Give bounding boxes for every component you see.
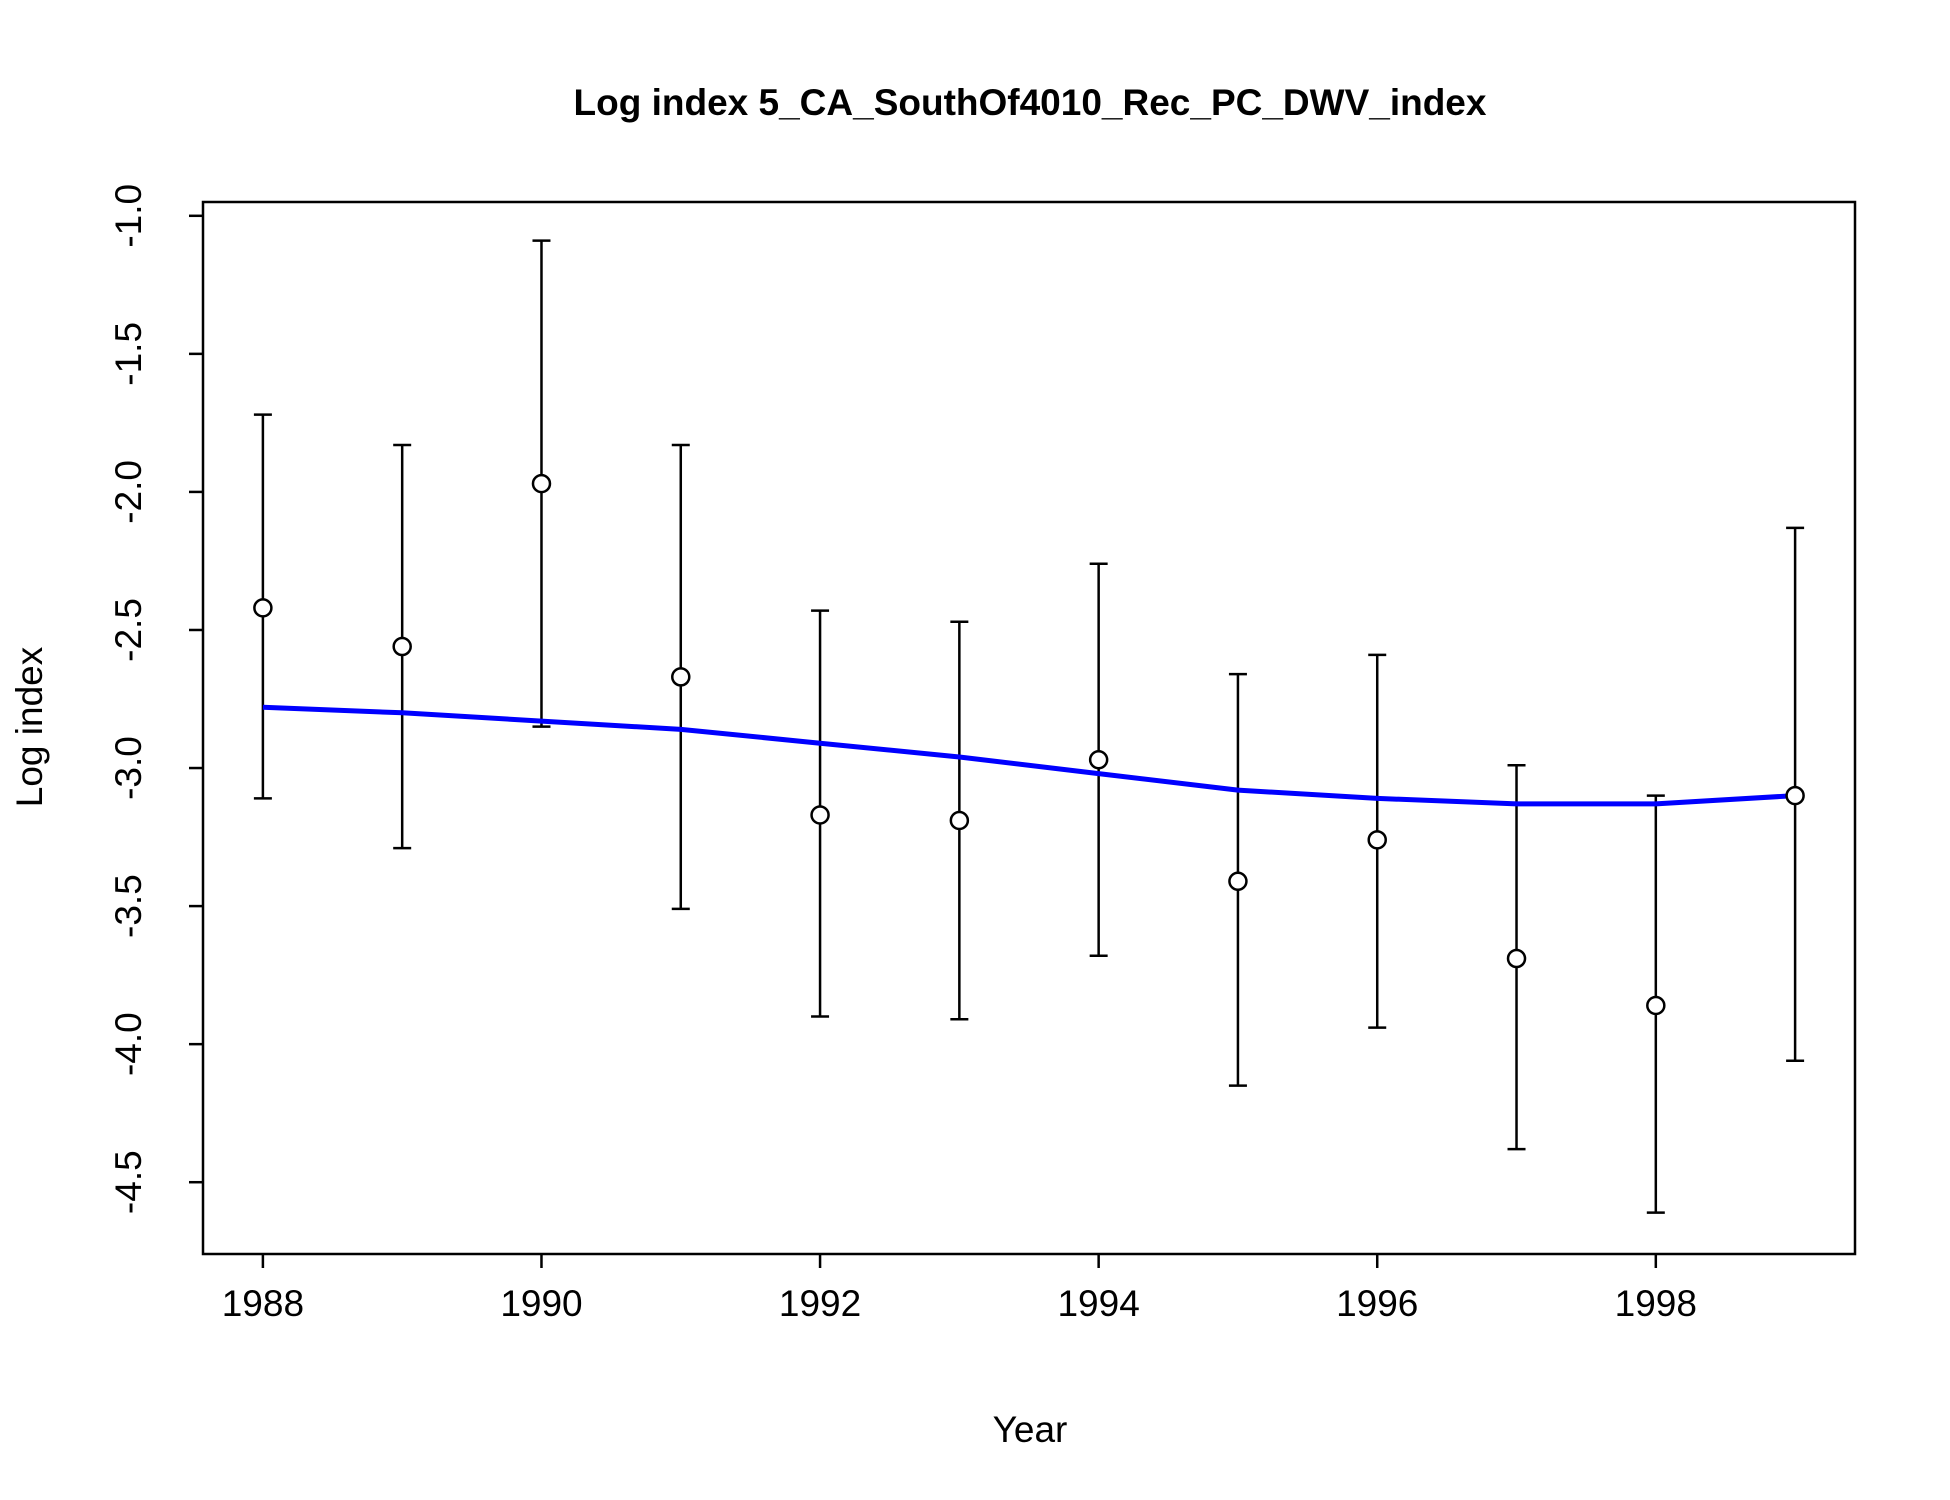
fitted-line bbox=[262, 704, 1796, 807]
observed-point bbox=[1785, 785, 1805, 806]
observed-point bbox=[1506, 948, 1527, 969]
y-tick-label: -4.5 bbox=[108, 1150, 149, 1214]
observed-point bbox=[531, 473, 552, 494]
observed-point bbox=[1367, 830, 1387, 850]
observed-point bbox=[253, 598, 273, 618]
x-tick-label: 1990 bbox=[500, 1283, 582, 1324]
plot-frame bbox=[201, 200, 1857, 1256]
y-axis-label: Log index bbox=[9, 646, 50, 807]
x-tick-label: 1998 bbox=[1615, 1283, 1697, 1324]
y-tick-label: -3.0 bbox=[108, 736, 149, 800]
observed-point bbox=[1088, 750, 1109, 770]
x-tick-label: 1992 bbox=[779, 1283, 861, 1324]
chart-title: Log index 5_CA_SouthOf4010_Rec_PC_DWV_in… bbox=[574, 82, 1487, 123]
observed-point bbox=[1646, 995, 1666, 1016]
x-tick-label: 1994 bbox=[1057, 1283, 1139, 1324]
observed-point bbox=[392, 636, 412, 657]
y-tick-label: -3.5 bbox=[108, 874, 149, 938]
observed-point bbox=[810, 805, 830, 825]
x-axis-label: Year bbox=[993, 1409, 1068, 1450]
y-tick-label: -2.5 bbox=[108, 598, 149, 662]
x-tick-label: 1996 bbox=[1336, 1283, 1418, 1324]
observed-point bbox=[949, 810, 970, 831]
y-tick-label: -1.0 bbox=[108, 184, 149, 248]
observed-point bbox=[671, 667, 691, 687]
y-tick-label: -2.0 bbox=[108, 460, 149, 524]
observed-point bbox=[1228, 871, 1248, 891]
y-tick-label: -1.5 bbox=[108, 322, 149, 386]
x-tick-label: 1988 bbox=[222, 1283, 304, 1324]
y-tick-label: -4.0 bbox=[108, 1012, 149, 1076]
plot-area: 1988 1990 1992 1994 1996 1998 -1.0 -1.5 -2.0 -2.5… bbox=[108, 184, 1857, 1324]
